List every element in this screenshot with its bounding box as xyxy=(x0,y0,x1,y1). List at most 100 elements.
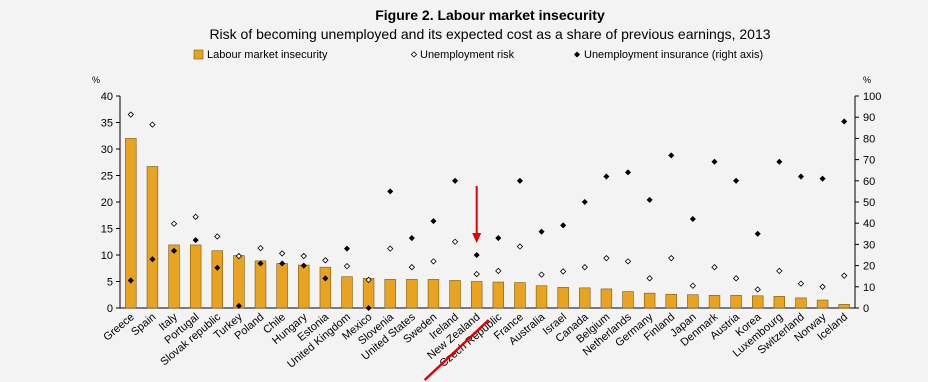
unemployment-risk-point xyxy=(322,257,329,264)
bar xyxy=(795,297,807,309)
bar xyxy=(492,281,505,309)
unemployment-insurance-point xyxy=(797,173,804,180)
unemployment-risk-point xyxy=(711,264,718,271)
bar xyxy=(687,294,699,309)
unemployment-risk-point xyxy=(495,267,502,275)
bar xyxy=(319,266,332,309)
right-tick-label: 80 xyxy=(863,133,875,145)
right-tick-label: 60 xyxy=(863,176,875,188)
bar xyxy=(254,260,267,309)
left-tick-label: 20 xyxy=(101,197,113,209)
unemployment-risk-point xyxy=(559,268,567,275)
legend-swatch-insecurity xyxy=(193,49,204,60)
unemployment-risk-point xyxy=(257,244,264,252)
left-tick-label: 15 xyxy=(101,224,113,236)
unemployment-risk-point xyxy=(819,283,826,290)
unemployment-insurance-point xyxy=(171,247,178,254)
bar xyxy=(233,255,245,309)
unemployment-risk-point xyxy=(841,272,848,279)
left-tick-label: 0 xyxy=(107,303,113,315)
bar xyxy=(622,291,634,309)
unemployment-risk-point xyxy=(192,213,199,221)
unemployment-insurance-point xyxy=(624,169,632,176)
unemployment-risk-point xyxy=(278,250,286,257)
right-tick-label: 90 xyxy=(863,112,875,124)
bar xyxy=(773,296,786,309)
unemployment-risk-point xyxy=(646,275,653,282)
bar xyxy=(600,288,613,309)
chart-title: Figure 2. Labour market insecurity xyxy=(375,7,605,23)
unemployment-risk-point xyxy=(214,233,221,240)
annotation-underline xyxy=(423,319,490,381)
unemployment-insurance-point xyxy=(516,177,523,184)
bar xyxy=(557,287,569,309)
unemployment-insurance-point xyxy=(733,177,740,184)
bar xyxy=(384,279,396,309)
legend-label-insecurity: Labour market insecurity xyxy=(207,49,328,61)
bar xyxy=(449,280,461,309)
bar xyxy=(643,292,656,309)
unemployment-risk-point xyxy=(689,282,697,289)
unemployment-risk-point xyxy=(365,276,372,284)
unemployment-insurance-point xyxy=(538,228,545,235)
bar xyxy=(298,264,310,309)
unemployment-insurance-point xyxy=(668,152,675,159)
bar xyxy=(838,303,850,309)
unemployment-insurance-point xyxy=(646,196,653,203)
unemployment-risk-point xyxy=(797,280,805,287)
unemployment-insurance-point xyxy=(214,264,221,271)
bar xyxy=(730,294,742,309)
right-tick-label: 30 xyxy=(863,239,875,251)
bar xyxy=(125,138,137,309)
unemployment-risk-point xyxy=(754,286,761,293)
unemployment-risk-point xyxy=(732,275,740,282)
unemployment-risk-point xyxy=(127,111,134,118)
unemployment-risk-point xyxy=(387,245,394,252)
left-tick-label: 30 xyxy=(101,144,113,156)
bar xyxy=(514,282,526,309)
unemployment-insurance-point xyxy=(365,304,372,312)
bar xyxy=(665,293,677,309)
unemployment-insurance-point xyxy=(689,215,696,222)
chart-subtitle: Risk of becoming unemployed and its expe… xyxy=(209,26,770,42)
right-axis-unit: % xyxy=(863,75,871,85)
bar xyxy=(427,279,440,309)
bar xyxy=(708,294,721,309)
legend-label-risk: Unemployment risk xyxy=(420,49,515,61)
category-label: Spain xyxy=(129,311,158,338)
unemployment-risk-point xyxy=(776,267,783,275)
right-tick-label: 70 xyxy=(863,155,875,167)
bar xyxy=(189,244,202,309)
legend-label-insurance: Unemployment insurance (right axis) xyxy=(584,49,763,61)
unemployment-risk-point xyxy=(473,270,480,278)
left-tick-label: 40 xyxy=(101,91,113,103)
unemployment-insurance-point xyxy=(473,251,480,259)
left-axis-unit: % xyxy=(92,75,100,85)
unemployment-risk-point xyxy=(516,243,524,250)
unemployment-insurance-point xyxy=(754,230,761,237)
unemployment-risk-point xyxy=(343,262,351,270)
unemployment-risk-point xyxy=(149,121,156,128)
bar xyxy=(211,250,223,309)
unemployment-insurance-point xyxy=(192,237,199,244)
unemployment-insurance-point xyxy=(127,277,134,284)
bar xyxy=(406,279,418,309)
left-tick-label: 25 xyxy=(101,171,113,183)
bar xyxy=(752,295,764,309)
unemployment-risk-point xyxy=(235,252,243,260)
right-tick-label: 0 xyxy=(863,303,869,315)
unemployment-insurance-point xyxy=(495,235,502,242)
unemployment-insurance-point xyxy=(711,158,718,165)
unemployment-insurance-point xyxy=(322,275,329,282)
right-tick-label: 10 xyxy=(863,282,875,294)
chart-legend: Labour market insecurity Unemployment ris… xyxy=(193,49,763,61)
unemployment-insurance-point xyxy=(841,118,848,125)
bar xyxy=(168,244,180,309)
unemployment-insurance-point xyxy=(776,158,783,165)
right-tick-label: 100 xyxy=(863,91,881,103)
unemployment-insurance-point xyxy=(257,260,264,267)
bar xyxy=(579,287,591,309)
unemployment-insurance-point xyxy=(452,177,459,184)
